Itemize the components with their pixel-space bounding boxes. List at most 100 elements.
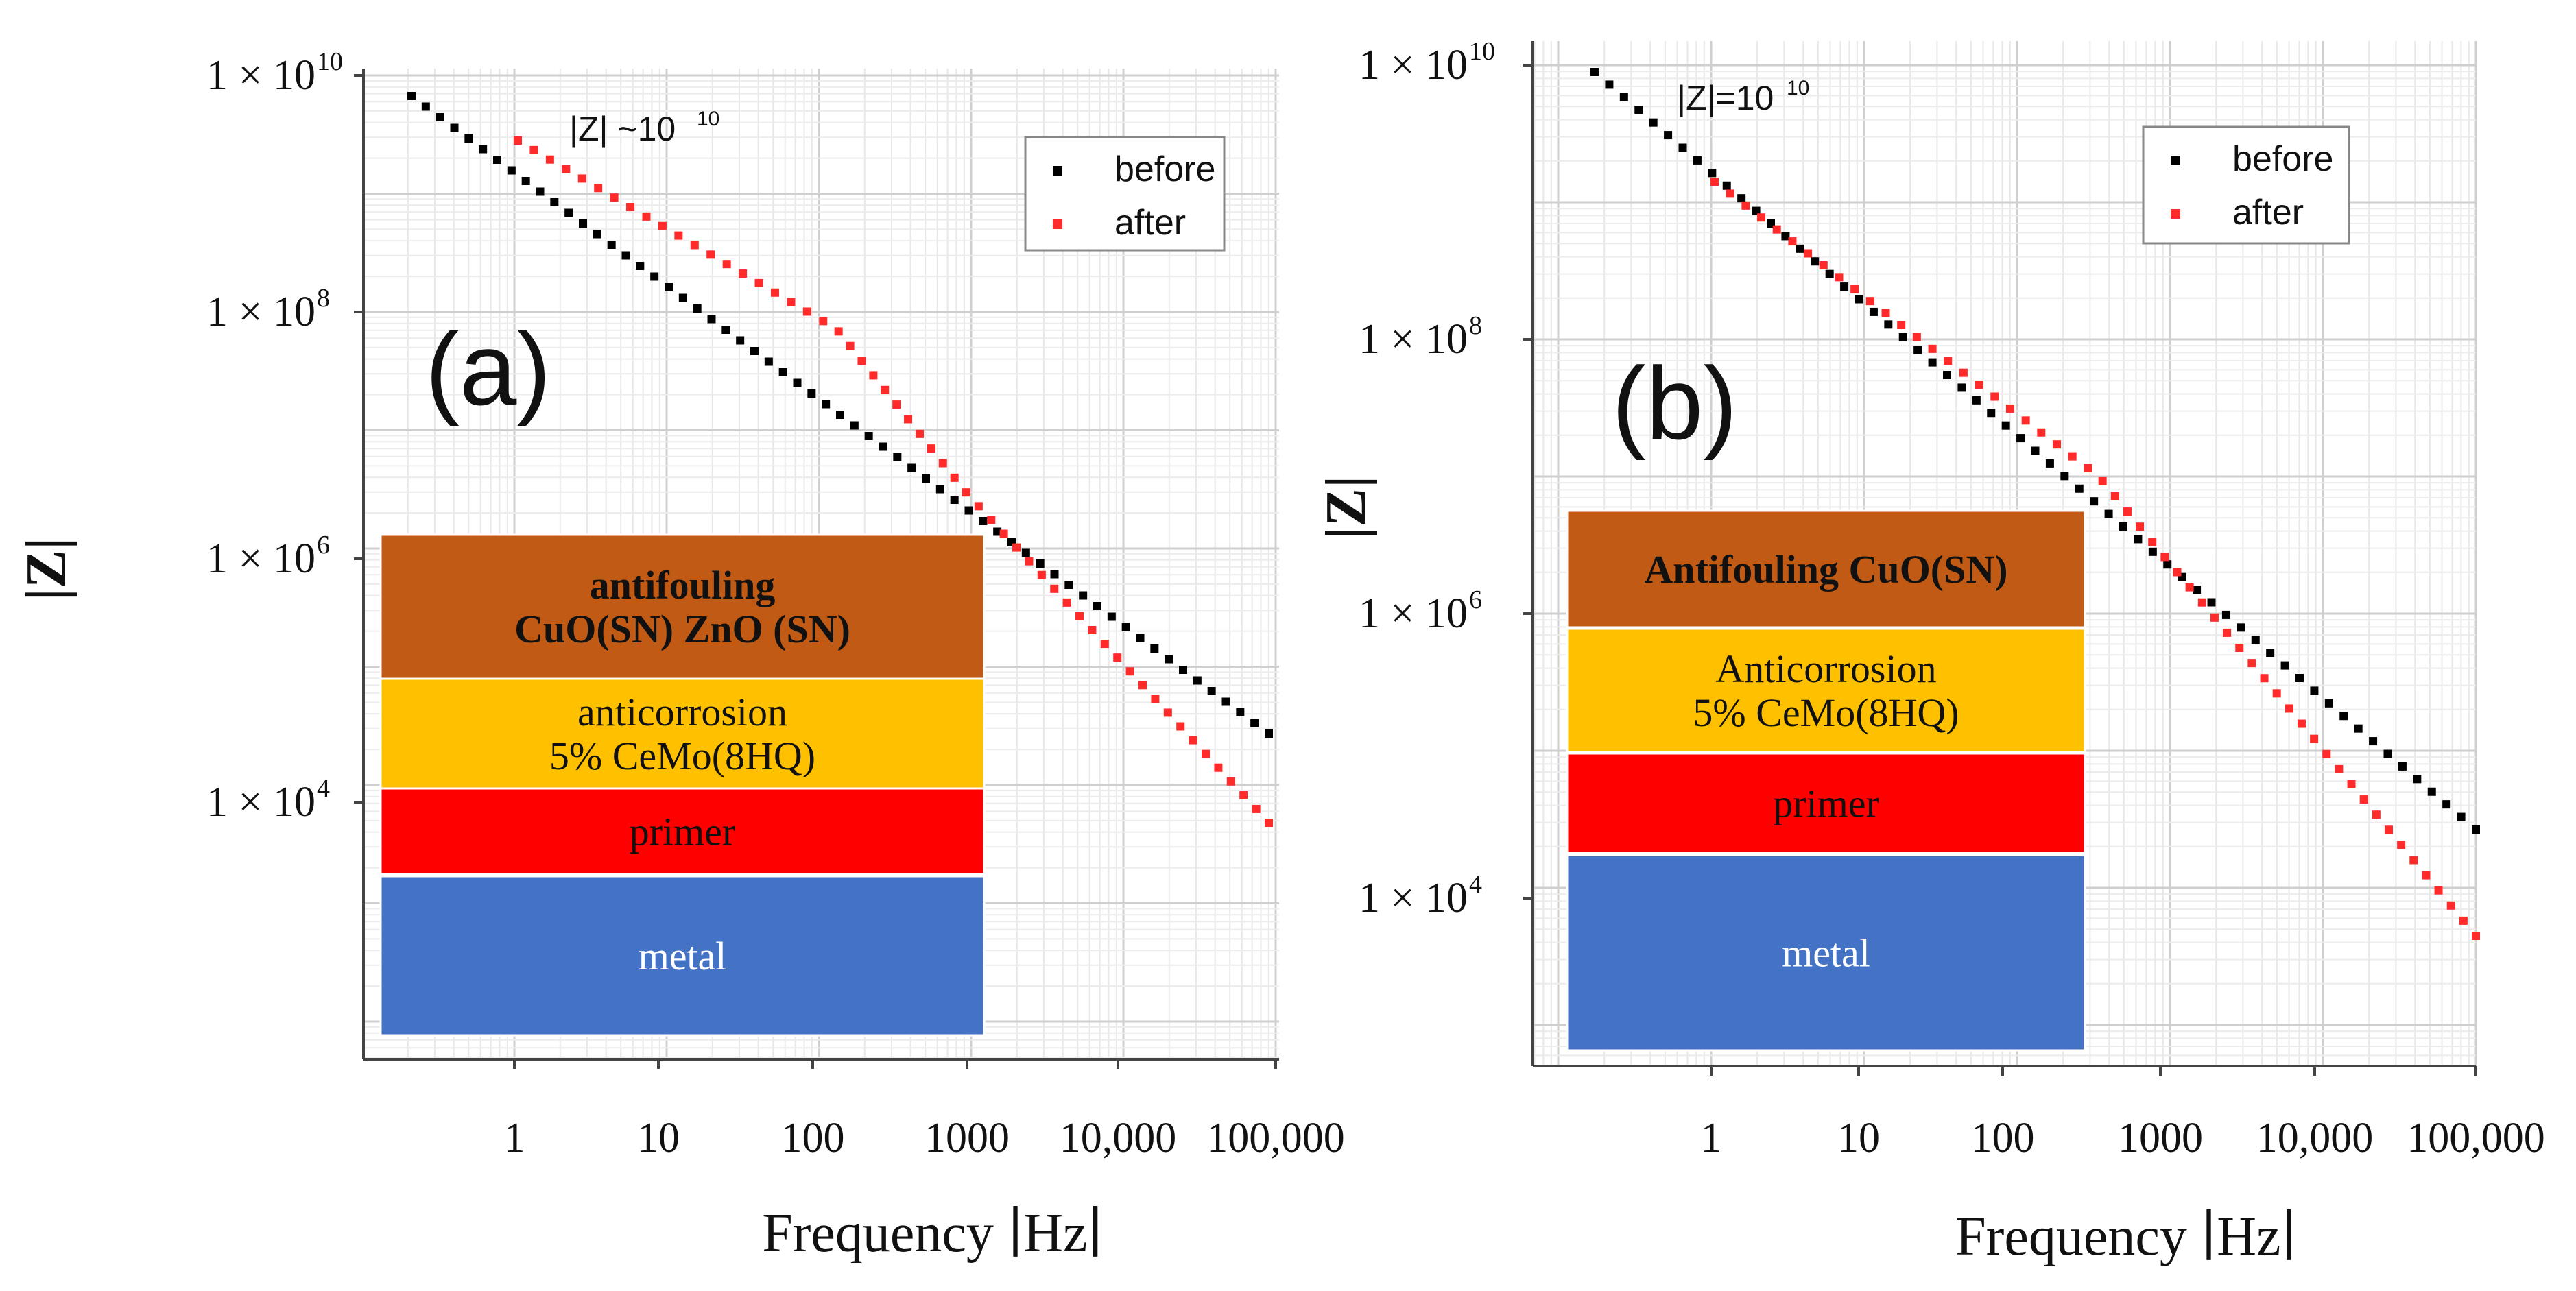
- data-point-after: [1189, 736, 1197, 745]
- data-point-after: [1865, 297, 1874, 306]
- data-point-after: [2322, 749, 2331, 758]
- y-tick-label: 1 × 10: [206, 779, 315, 825]
- data-point-after: [915, 429, 924, 438]
- x-axis-label: Frequency ∣Hz∣: [1955, 1207, 2297, 1267]
- data-point-after: [1912, 333, 1921, 341]
- data-point-before: [778, 368, 787, 376]
- data-point-after: [2173, 568, 2182, 577]
- data-point-before: [879, 442, 887, 451]
- y-tick-exponent: 8: [1469, 311, 1482, 340]
- data-point-before: [2060, 472, 2069, 481]
- data-point-before: [1796, 244, 1804, 253]
- data-point-before: [1913, 346, 1922, 354]
- legend-label-after: after: [1114, 203, 1186, 243]
- data-point-before: [693, 304, 702, 313]
- data-point-after: [1138, 681, 1147, 690]
- data-point-after: [2372, 810, 2381, 819]
- data-point-before: [1179, 666, 1187, 674]
- data-point-before: [1590, 68, 1599, 76]
- data-point-after: [1252, 804, 1261, 813]
- coating-layer: [1566, 752, 2086, 854]
- data-point-before: [935, 485, 944, 494]
- data-point-after: [787, 298, 796, 306]
- data-point-after: [690, 241, 699, 250]
- data-point-after: [2260, 674, 2269, 683]
- data-point-before: [2031, 446, 2040, 455]
- data-point-before: [1064, 581, 1073, 589]
- data-point-after: [869, 371, 878, 380]
- data-point-after: [2068, 452, 2077, 461]
- data-point-after: [626, 203, 635, 212]
- data-point-before: [1855, 295, 1863, 304]
- data-point-before: [1943, 371, 1951, 379]
- data-point-before: [2339, 712, 2348, 721]
- legend-box: [2142, 125, 2350, 245]
- data-point-after: [1990, 392, 1999, 401]
- data-point-after: [2185, 583, 2194, 592]
- data-point-after: [881, 385, 890, 394]
- data-point-after: [2223, 628, 2232, 637]
- coating-layer: [1566, 627, 2086, 753]
- y-tick-exponent: 8: [317, 284, 330, 313]
- data-point-after: [1959, 368, 1968, 377]
- y-tick-label: 1 × 10: [1359, 42, 1468, 88]
- data-point-after: [529, 145, 538, 154]
- data-point-before: [2134, 535, 2143, 544]
- data-point-before: [1193, 676, 1202, 685]
- data-point-before: [2075, 484, 2084, 493]
- data-point-before: [864, 432, 873, 440]
- data-point-before: [1825, 269, 1834, 278]
- data-point-after: [1772, 225, 1781, 234]
- data-point-after: [2297, 719, 2306, 728]
- data-point-before: [1136, 634, 1145, 642]
- data-point-before: [950, 496, 959, 504]
- data-point-before: [1722, 181, 1731, 190]
- data-point-after: [2110, 492, 2119, 500]
- y-tick-label: 1 × 10: [1359, 316, 1468, 363]
- data-point-before: [850, 421, 859, 430]
- data-point-after: [1944, 357, 1953, 365]
- data-point-after: [2459, 916, 2468, 925]
- x-axis-label: Frequency ∣Hz∣: [762, 1203, 1104, 1264]
- data-point-after: [754, 278, 763, 287]
- data-point-after: [2037, 428, 2046, 437]
- panel-label: (b): [1612, 346, 1737, 461]
- data-point-before: [807, 389, 816, 398]
- data-point-after: [1062, 598, 1071, 607]
- data-point-before: [2104, 509, 2113, 518]
- data-point-after: [2247, 659, 2256, 668]
- data-point-before: [1107, 612, 1116, 621]
- data-point-before: [521, 177, 530, 185]
- data-point-after: [999, 529, 1008, 538]
- impedance-annotation-exponent: 10: [697, 108, 719, 130]
- data-point-after: [1835, 273, 1844, 282]
- data-point-before: [621, 251, 630, 260]
- data-point-before: [979, 517, 988, 525]
- data-point-before: [2090, 497, 2099, 506]
- data-point-after: [514, 136, 522, 145]
- data-point-after: [2148, 538, 2157, 546]
- x-tick-label: 100: [1971, 1115, 2035, 1161]
- x-tick-label: 1000: [2118, 1115, 2203, 1161]
- data-point-before: [636, 262, 645, 270]
- data-point-before: [1708, 169, 1717, 178]
- data-point-before: [2383, 749, 2392, 758]
- data-point-after: [2021, 416, 2030, 425]
- data-point-before: [1649, 118, 1658, 127]
- impedance-annotation: |Z|=10: [1677, 79, 1774, 117]
- data-point-after: [1113, 653, 1122, 662]
- data-point-before: [2148, 547, 2157, 556]
- data-point-before: [593, 230, 601, 239]
- panel-label: (a): [425, 311, 551, 426]
- data-point-before: [1634, 106, 1643, 114]
- data-point-after: [1125, 667, 1134, 676]
- data-point-after: [674, 231, 683, 240]
- data-point-before: [922, 474, 930, 483]
- legend: before after: [1024, 136, 1226, 252]
- data-point-before: [1664, 131, 1673, 140]
- data-point-before: [836, 411, 844, 419]
- data-point-before: [707, 315, 716, 324]
- data-point-before: [1811, 257, 1820, 266]
- y-tick-exponent: 10: [317, 47, 343, 76]
